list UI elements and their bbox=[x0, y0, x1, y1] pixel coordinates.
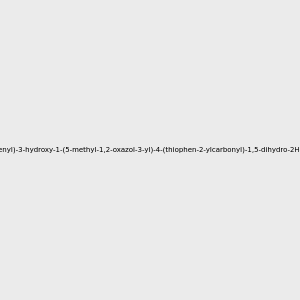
Text: 5-(4-ethylphenyl)-3-hydroxy-1-(5-methyl-1,2-oxazol-3-yl)-4-(thiophen-2-ylcarbony: 5-(4-ethylphenyl)-3-hydroxy-1-(5-methyl-… bbox=[0, 147, 300, 153]
